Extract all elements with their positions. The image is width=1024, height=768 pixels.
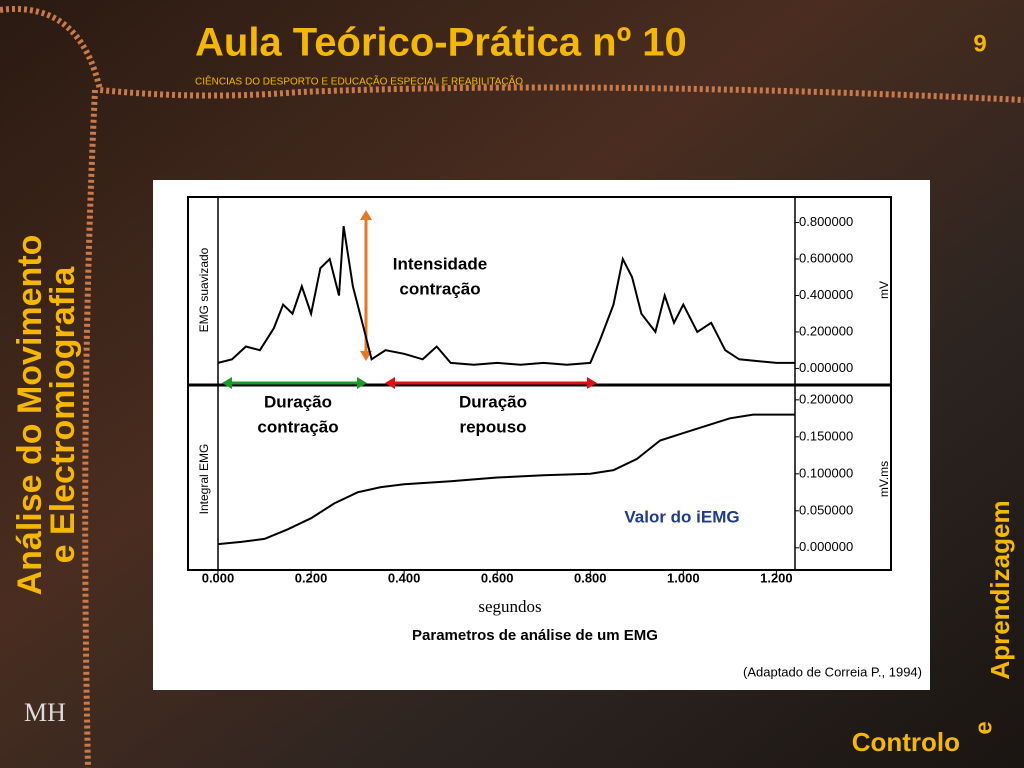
y-tick-label: 0.000000 <box>799 360 853 375</box>
x-tick-label: 1.000 <box>667 570 700 585</box>
annotation: contração <box>399 279 480 298</box>
annotation: Valor do iEMG <box>624 507 739 526</box>
data-line <box>217 226 795 366</box>
y-tick-label: 0.800000 <box>799 214 853 229</box>
slide-title: Aula Teórico-Prática nº 10 <box>195 21 687 65</box>
x-tick-label: 0.600 <box>481 570 514 585</box>
figure-caption: Parametros de análise de um EMG <box>412 627 658 644</box>
annotation: repouso <box>459 417 526 436</box>
y-tick-label: 0.400000 <box>799 287 853 302</box>
border-rope <box>0 6 1024 103</box>
annotation: Duração <box>459 392 527 411</box>
page-number: 9 <box>973 30 986 57</box>
y2-axis-label: mV <box>877 281 891 299</box>
side-title: e Electromiografia <box>44 266 82 564</box>
y-tick-label: 0.100000 <box>799 465 853 480</box>
annotation: contração <box>257 417 338 436</box>
corner-text: e <box>970 721 997 734</box>
y2-axis-label: mV.ms <box>877 461 891 497</box>
annotation: Intensidade <box>393 254 487 273</box>
figure-panel <box>153 180 930 690</box>
x-tick-label: 1.200 <box>760 570 793 585</box>
x-tick-label: 0.000 <box>202 570 235 585</box>
annotation: Duração <box>264 392 332 411</box>
x-tick-label: 0.800 <box>574 570 607 585</box>
y-tick-label: 0.600000 <box>799 250 853 265</box>
border-rope <box>82 89 98 768</box>
x-tick-label: 0.400 <box>388 570 421 585</box>
slide-subtitle: CIÊNCIAS DO DESPORTO E EDUCAÇÃO ESPECIAL… <box>195 75 523 88</box>
corner-text: Controlo <box>852 727 960 757</box>
logo: MH <box>24 698 66 727</box>
source: (Adaptado de Correia P., 1994) <box>743 664 922 679</box>
y-tick-label: 0.150000 <box>799 428 853 443</box>
side-title: Análise do Movimento <box>11 235 49 596</box>
x-axis-label: segundos <box>478 597 541 616</box>
y-axis-label: Integral EMG <box>197 444 211 515</box>
corner-text: Aprendizagem <box>985 500 1015 679</box>
y-tick-label: 0.050000 <box>799 502 853 517</box>
y-tick-label: 0.200000 <box>799 391 853 406</box>
y-tick-label: 0.200000 <box>799 323 853 338</box>
x-tick-label: 0.200 <box>295 570 328 585</box>
data-line <box>217 413 795 546</box>
y-axis-label: EMG suavizado <box>197 247 211 332</box>
y-tick-label: 0.000000 <box>799 539 853 554</box>
